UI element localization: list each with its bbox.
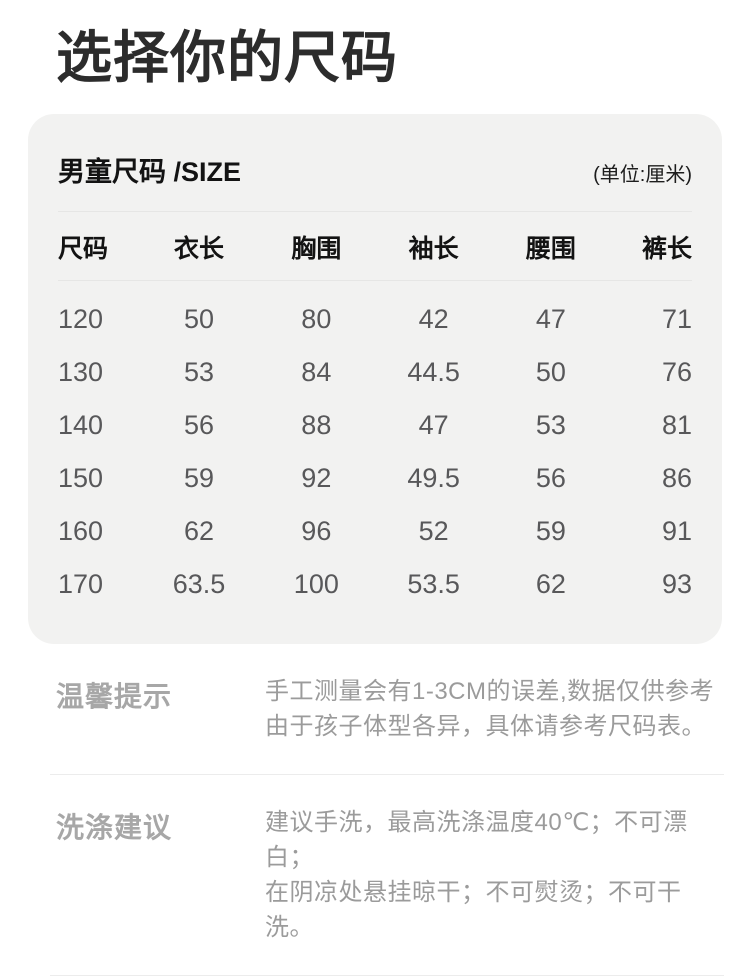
size-table-body: 120 50 80 42 47 71 130 53 84 44.5 50 76 … [58, 281, 692, 645]
table-cell: 100 [293, 569, 339, 600]
table-cell: 47 [418, 410, 449, 441]
table-cell: 86 [661, 463, 692, 494]
washing-advice-text: 建议手洗，最高洗涤温度40℃；不可漂白； 在阴凉处悬挂晾干；不可熨烫；不可干洗。 [265, 805, 722, 945]
size-chart-title: 男童尺码 /SIZE [58, 157, 242, 188]
table-cell: 92 [301, 463, 332, 494]
table-cell: 160 [58, 516, 104, 547]
table-cell: 62 [535, 569, 566, 600]
size-chart-unit-label: (单位:厘米) [593, 164, 692, 187]
table-cell: 56 [184, 410, 215, 441]
table-cell: 84 [301, 357, 332, 388]
column-header-chest: 胸围 [257, 212, 375, 282]
table-cell: 76 [661, 357, 692, 388]
table-cell: 50 [184, 304, 215, 335]
table-cell: 56 [535, 463, 566, 494]
table-row: 130 53 84 44.5 50 76 [58, 346, 692, 399]
table-cell: 53 [535, 410, 566, 441]
table-row: 160 62 96 52 59 91 [58, 505, 692, 558]
column-header-pants: 裤长 [609, 212, 692, 282]
table-row: 120 50 80 42 47 71 [58, 281, 692, 347]
table-cell: 49.5 [407, 463, 460, 494]
column-header-sleeve: 袖长 [374, 212, 493, 282]
size-chart-header: 男童尺码 /SIZE (单位:厘米) [58, 114, 692, 213]
column-header-size: 尺码 [58, 212, 141, 282]
table-cell: 170 [58, 569, 104, 600]
table-cell: 47 [535, 304, 566, 335]
table-row: 140 56 88 47 53 81 [58, 399, 692, 452]
table-cell: 130 [58, 357, 104, 388]
warm-tips-label: 温馨提示 [56, 681, 173, 713]
washing-advice-line-1: 建议手洗，最高洗涤温度40℃；不可漂白； [265, 809, 688, 872]
washing-advice-label: 洗涤建议 [56, 812, 173, 844]
table-row: 150 59 92 49.5 56 86 [58, 452, 692, 505]
table-cell: 120 [58, 304, 104, 335]
table-row: 170 63.5 100 53.5 62 93 [58, 558, 692, 644]
size-table-head: 尺码 衣长 胸围 袖长 腰围 裤长 [58, 212, 692, 282]
table-cell: 96 [301, 516, 332, 547]
warm-tips-line-2: 由于孩子体型各异，具体请参考尺码表。 [265, 713, 706, 741]
table-cell: 150 [58, 463, 104, 494]
washing-advice-section: 洗涤建议 建议手洗，最高洗涤温度40℃；不可漂白； 在阴凉处悬挂晾干；不可熨烫；… [0, 775, 750, 975]
column-header-waist: 腰围 [492, 212, 610, 282]
table-cell: 91 [661, 516, 692, 547]
table-cell: 53.5 [407, 569, 460, 600]
warm-tips-section: 温馨提示 手工测量会有1-3CM的误差,数据仅供参考 由于孩子体型各异，具体请参… [0, 644, 750, 774]
table-cell: 53 [184, 357, 215, 388]
table-cell: 93 [661, 569, 692, 600]
table-cell: 71 [661, 304, 692, 335]
table-cell: 80 [301, 304, 332, 335]
washing-advice-line-2: 在阴凉处悬挂晾干；不可熨烫；不可干洗。 [265, 879, 682, 942]
table-cell: 52 [418, 516, 449, 547]
table-cell: 59 [535, 516, 566, 547]
table-cell: 81 [661, 410, 692, 441]
table-cell: 140 [58, 410, 104, 441]
size-chart-card: 男童尺码 /SIZE (单位:厘米) 尺码 衣长 胸围 袖长 腰围 裤长 120… [28, 114, 722, 645]
table-cell: 63.5 [172, 569, 226, 600]
table-cell: 59 [184, 463, 215, 494]
column-header-length: 衣长 [140, 212, 258, 282]
warm-tips-text: 手工测量会有1-3CM的误差,数据仅供参考 由于孩子体型各异，具体请参考尺码表。 [265, 674, 722, 744]
size-table-header-row: 尺码 衣长 胸围 袖长 腰围 裤长 [58, 212, 692, 282]
page-title: 选择你的尺码 [56, 26, 398, 89]
table-cell: 62 [184, 516, 215, 547]
warm-tips-line-1: 手工测量会有1-3CM的误差,数据仅供参考 [265, 678, 715, 706]
table-cell: 42 [418, 304, 449, 335]
table-cell: 50 [535, 357, 566, 388]
size-table: 尺码 衣长 胸围 袖长 腰围 裤长 120 50 80 42 47 71 130… [58, 212, 692, 644]
table-cell: 88 [301, 410, 332, 441]
section-divider [50, 774, 724, 776]
table-cell: 44.5 [407, 357, 460, 388]
